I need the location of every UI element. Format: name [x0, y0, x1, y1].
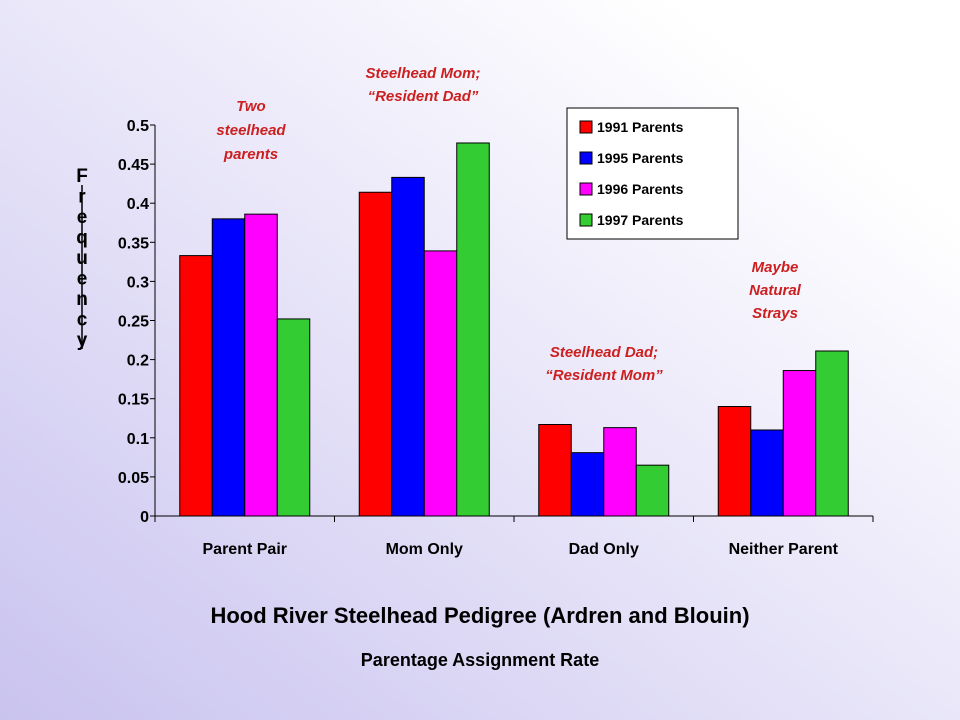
annotation: Two steelhead parents: [216, 98, 286, 163]
legend-label: 1991 Parents: [597, 119, 684, 135]
legend-swatch: [579, 151, 593, 165]
y-tick-label: 0.4: [127, 196, 149, 213]
x-tick-label: Neither Parent: [729, 541, 839, 558]
bar: [635, 464, 670, 517]
annotation: Steelhead Mom; “Resident Dad”: [365, 65, 480, 105]
x-tick-label: Mom Only: [386, 541, 463, 558]
legend-label: 1996 Parents: [597, 181, 684, 197]
bar: [717, 406, 752, 517]
legend-label: 1995 Parents: [597, 150, 684, 166]
bar: [456, 142, 490, 517]
y-tick-label: 0.1: [127, 431, 149, 448]
y-tick-labels: 0 0.05 0.1 0.15 0.2 0.25 0.3 0.35 0.4 0.45 0.5: [118, 118, 149, 526]
category-labels: Parent Pair Mom Only Dad Only Neither Paren…: [203, 541, 839, 558]
y-tick-label: 0: [140, 509, 149, 526]
bar: [603, 427, 637, 517]
y-tick-label: 0.15: [118, 392, 149, 409]
bar: [570, 452, 605, 517]
bar: [423, 250, 458, 517]
annotation: Maybe Natural Strays: [749, 259, 802, 322]
legend-swatch: [579, 182, 593, 196]
chart-title: Hood River Steelhead Pedigree (Ardren an…: [210, 603, 750, 628]
x-tick-label: Parent Pair: [203, 541, 287, 558]
bar: [538, 424, 572, 517]
bar-chart: 0 0.05 0.1 0.15 0.2 0.25 0.3 0.35 0.4 0.45 0.5 Par…: [76, 65, 874, 558]
legend-swatch: [579, 213, 593, 227]
annotations: Two steelhead parents Steelhead Mom; “Reside…: [216, 65, 801, 384]
legend-swatch: [579, 120, 593, 134]
y-tick-label: 0.3: [127, 274, 149, 291]
y-tick-label: 0.35: [118, 235, 149, 252]
legend-label: 1997 Parents: [597, 212, 684, 228]
bar: [244, 213, 278, 517]
y-tick-label: 0.45: [118, 157, 149, 174]
y-tick-label: 0.25: [118, 314, 149, 331]
bar: [815, 350, 849, 517]
y-tick-label: 0.2: [127, 353, 149, 370]
x-tick-label: Dad Only: [569, 541, 639, 558]
bar: [211, 218, 246, 517]
bars: [179, 142, 849, 517]
bar: [750, 429, 784, 517]
bar: [391, 176, 425, 517]
chart-subtitle: Parentage Assignment Rate: [360, 650, 600, 670]
y-tick-label: 0.5: [127, 118, 149, 135]
bar: [358, 191, 393, 517]
legend-box: [566, 107, 739, 240]
bar: [276, 318, 311, 517]
bar: [782, 370, 817, 517]
bar: [179, 255, 213, 517]
legend: 1991 Parents 1995 Parents 1996 Parents 1997…: [566, 107, 739, 240]
annotation: Steelhead Dad; “Resident Mom”: [545, 344, 663, 384]
y-tick-label: 0.05: [118, 470, 149, 487]
